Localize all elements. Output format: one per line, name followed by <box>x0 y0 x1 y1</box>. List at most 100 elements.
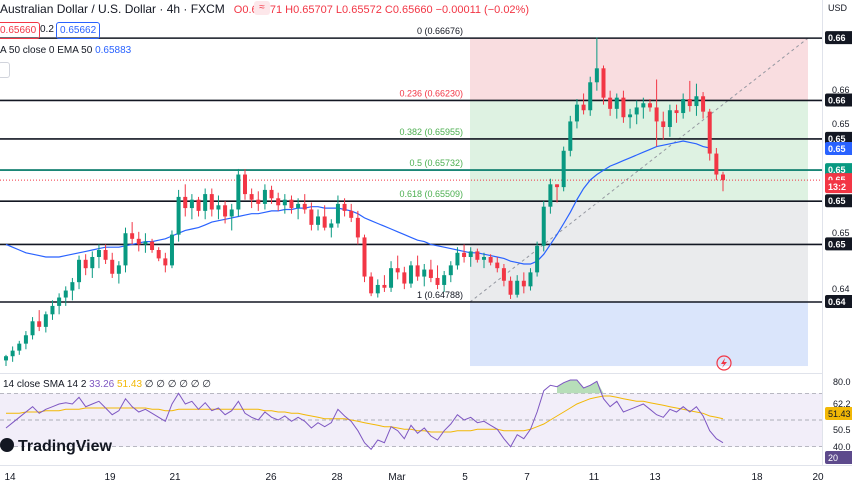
sell-price-button[interactable]: 0.65660 <box>0 22 41 39</box>
candle[interactable] <box>369 272 374 297</box>
candle[interactable] <box>23 331 28 350</box>
candle[interactable] <box>408 261 413 288</box>
candle[interactable] <box>541 201 546 252</box>
candle[interactable] <box>335 195 340 228</box>
candle[interactable] <box>594 37 599 91</box>
price-badge[interactable]: 0.65 <box>825 194 852 208</box>
tradingview-logo[interactable]: TradingView <box>0 438 112 456</box>
candle[interactable] <box>661 111 666 140</box>
candle[interactable] <box>521 272 526 294</box>
candle[interactable] <box>375 279 380 298</box>
ema-legend[interactable]: A 50 close 0 EMA 50 0.65883 <box>0 45 131 56</box>
candle[interactable] <box>116 261 121 284</box>
candle[interactable] <box>243 168 247 200</box>
candle[interactable] <box>455 247 460 270</box>
candle[interactable] <box>621 90 626 123</box>
axes[interactable]: 1419212628Mar57111318200.660.660.650.650… <box>4 30 852 483</box>
candle[interactable] <box>681 93 686 119</box>
candle[interactable] <box>448 261 453 283</box>
candle[interactable] <box>282 194 287 214</box>
candle[interactable] <box>442 270 447 292</box>
candle[interactable] <box>601 65 606 105</box>
candle[interactable] <box>574 99 579 129</box>
candle[interactable] <box>581 93 586 115</box>
candle[interactable] <box>110 252 115 278</box>
rsi-legend[interactable]: 14 close SMA 14 2 33.26 51.43 ∅ ∅ ∅ ∅ ∅ … <box>3 379 211 390</box>
candle[interactable] <box>528 268 533 291</box>
market-status-icon[interactable]: ≈ <box>254 1 270 15</box>
candle[interactable] <box>389 261 394 292</box>
candle[interactable] <box>176 189 181 242</box>
candle[interactable] <box>4 354 8 367</box>
legend-collapse-button[interactable] <box>0 62 10 78</box>
symbol-title[interactable]: Australian Dollar / U.S. Dollar · 4h · F… <box>0 2 225 16</box>
candle[interactable] <box>143 233 148 253</box>
candle[interactable] <box>77 255 82 290</box>
candle[interactable] <box>17 340 22 355</box>
candle[interactable] <box>555 184 560 203</box>
candle[interactable] <box>468 247 473 267</box>
candle[interactable] <box>548 178 553 214</box>
candle[interactable] <box>196 196 201 217</box>
currency-label[interactable]: USD <box>828 3 848 13</box>
candle[interactable] <box>43 311 48 333</box>
candle[interactable] <box>654 79 659 147</box>
candle[interactable] <box>316 209 321 231</box>
candle[interactable] <box>130 222 135 245</box>
candle[interactable] <box>475 248 480 263</box>
candle[interactable] <box>70 277 75 301</box>
candle[interactable] <box>216 195 221 220</box>
buy-price-button[interactable]: 0.65662 <box>56 22 101 39</box>
candle[interactable] <box>415 255 420 281</box>
candle[interactable] <box>163 252 168 273</box>
candle[interactable] <box>501 263 506 287</box>
candle[interactable] <box>588 76 593 116</box>
candle[interactable] <box>256 191 261 211</box>
price-badge[interactable]: 0.65 <box>825 131 852 145</box>
candle[interactable] <box>322 205 327 231</box>
candle[interactable] <box>10 346 15 362</box>
candle[interactable] <box>435 265 440 290</box>
candle[interactable] <box>482 252 486 269</box>
candle[interactable] <box>428 259 433 283</box>
candle[interactable] <box>269 185 274 204</box>
horizontal-levels[interactable] <box>0 37 822 303</box>
price-badge[interactable]: 0.65 <box>825 141 852 155</box>
candle[interactable] <box>694 83 699 116</box>
candlesticks[interactable] <box>4 37 732 371</box>
candle[interactable] <box>395 255 400 280</box>
candle[interactable] <box>63 286 68 306</box>
candle[interactable] <box>37 310 42 332</box>
price-badge[interactable]: 0.64 <box>825 295 852 308</box>
candle[interactable] <box>50 300 55 320</box>
candle[interactable] <box>707 108 712 161</box>
candle[interactable] <box>289 195 294 214</box>
candle[interactable] <box>296 198 301 220</box>
price-badge[interactable]: 0.66 <box>825 93 852 107</box>
candle[interactable] <box>561 146 566 192</box>
candle[interactable] <box>667 104 672 137</box>
candle[interactable] <box>103 244 108 264</box>
candle[interactable] <box>402 266 407 290</box>
candle[interactable] <box>462 244 467 263</box>
candle[interactable] <box>150 238 155 253</box>
candle[interactable] <box>83 254 88 276</box>
candle[interactable] <box>309 202 314 231</box>
candle[interactable] <box>495 256 500 273</box>
candle[interactable] <box>136 231 141 252</box>
candle[interactable] <box>156 247 161 262</box>
candle[interactable] <box>30 317 35 340</box>
price-badge[interactable]: 0.65 <box>825 237 852 251</box>
candle[interactable] <box>229 203 234 231</box>
candle[interactable] <box>209 188 214 217</box>
candle[interactable] <box>362 234 367 283</box>
candle[interactable] <box>674 104 679 123</box>
candle[interactable] <box>276 192 281 211</box>
candle[interactable] <box>223 201 228 224</box>
rsi-pane[interactable] <box>0 379 822 451</box>
price-badge[interactable]: 13:2 <box>825 180 852 194</box>
candle[interactable] <box>488 254 493 266</box>
candle[interactable] <box>382 275 387 292</box>
candle[interactable] <box>535 241 540 277</box>
